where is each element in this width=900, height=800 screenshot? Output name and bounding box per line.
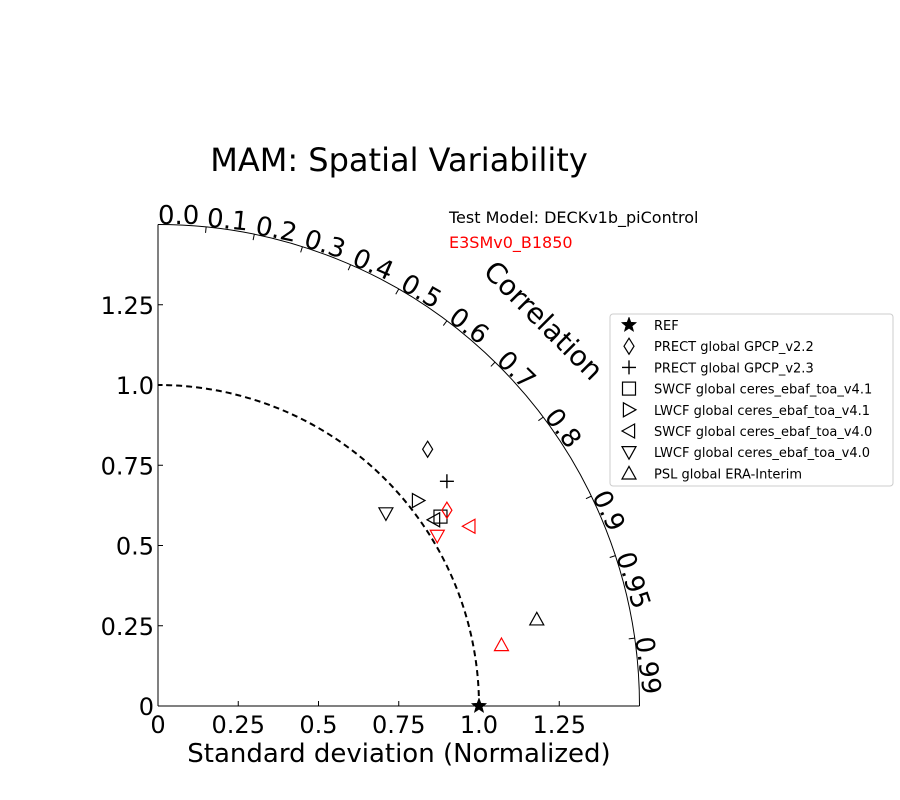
data-point-diamond xyxy=(441,501,453,520)
y-tick-label: 1.0 xyxy=(116,372,154,400)
legend-label: LWCF global ceres_ebaf_toa_v4.1 xyxy=(654,404,870,419)
data-point-triangle-right xyxy=(411,492,427,509)
legend-marker-triangle-left xyxy=(620,422,636,440)
correlation-ticks: 0.0 0.1 0.2 0.3 0.40.50.60.7 0.8 0.9 0.95 0.99 xyxy=(157,201,666,697)
data-point-plus xyxy=(439,474,454,489)
correlation-tick-label: 0.8 xyxy=(538,403,587,454)
y-tick-label: 0.75 xyxy=(101,452,154,480)
legend-marker-star xyxy=(620,316,638,333)
x-tick-label: 1.25 xyxy=(533,711,586,739)
correlation-tick-mark xyxy=(347,264,352,271)
data-point-diamond xyxy=(421,440,434,459)
correlation-tick-mark xyxy=(205,226,207,233)
correlation-tick-label: 0.1 xyxy=(206,204,250,238)
x-tick-label: 0.75 xyxy=(372,711,425,739)
correlation-tick-mark xyxy=(300,246,303,253)
legend-label: REF xyxy=(654,319,679,334)
legend-label: PRECT global GPCP_v2.2 xyxy=(654,340,814,355)
correlation-tick-label: 0.95 xyxy=(609,548,656,612)
correlation-tick-mark xyxy=(252,234,255,241)
legend-marker-plus xyxy=(622,360,636,375)
data-point-square xyxy=(433,509,448,524)
x-tick-label: 0.5 xyxy=(299,711,337,739)
comparison-model-label: E3SMv0_B1850 xyxy=(449,233,573,253)
legend-marker-triangle-up xyxy=(620,465,638,480)
correlation-tick-label: 0.4 xyxy=(348,243,398,287)
correlation-tick-mark xyxy=(442,320,448,326)
data-points xyxy=(377,440,545,714)
legend-label: PRECT global GPCP_v2.3 xyxy=(654,361,814,376)
correlation-tick-label: 0.99 xyxy=(628,635,666,697)
correlation-tick-mark xyxy=(609,555,616,559)
legend: REF PRECT global GPCP_v2.2 PRECT global GP… xyxy=(609,313,894,487)
legend-label: SWCF global ceres_ebaf_toa_v4.1 xyxy=(654,383,872,398)
data-point-triangle-down xyxy=(429,529,446,545)
chart-title: MAM: Spatial Variability xyxy=(210,141,588,179)
legend-label: LWCF global ceres_ebaf_toa_v4.0 xyxy=(654,446,870,461)
legend-label: SWCF global ceres_ebaf_toa_v4.0 xyxy=(654,425,872,440)
correlation-tick-mark xyxy=(628,637,635,640)
data-point-triangle-up xyxy=(493,636,510,652)
correlation-tick-label: 0.2 xyxy=(253,211,300,249)
legend-box xyxy=(609,313,894,487)
legend-marker-triangle-right xyxy=(622,401,638,418)
correlation-tick-label: 0.7 xyxy=(491,345,542,395)
data-point-triangle-up xyxy=(528,611,545,626)
legend-marker-triangle-down xyxy=(620,446,638,461)
correlation-tick-label: 0.0 xyxy=(158,201,199,231)
data-point-triangle-left xyxy=(425,511,441,528)
y-tick-label: 0.5 xyxy=(116,533,154,561)
correlation-tick-label: 0.9 xyxy=(586,486,631,536)
correlation-tick-mark xyxy=(395,288,400,295)
correlation-tick-mark xyxy=(585,495,592,500)
data-point-triangle-left xyxy=(461,518,476,535)
correlation-tick-label: 0.3 xyxy=(301,224,349,265)
std-ticks: 00 0.25 0.25 0.5 0.5 0.75 0.75 1.0 1.0 1.25 1.25 xyxy=(101,292,586,739)
x-tick-label: 1.0 xyxy=(460,711,498,739)
y-tick-label: 1.25 xyxy=(101,292,154,320)
correlation-tick-mark xyxy=(538,416,544,422)
axes-frame xyxy=(157,224,640,707)
y-tick-label: 0.25 xyxy=(101,613,154,641)
outer-arc xyxy=(157,224,640,707)
legend-marker-diamond xyxy=(623,337,635,356)
legend-label: PSL global ERA-Interim xyxy=(654,467,802,482)
y-tick-label: 0 xyxy=(139,693,154,721)
legend-marker-square xyxy=(621,381,637,396)
correlation-tick-label: 0.5 xyxy=(396,269,447,316)
x-tick-label: 0.25 xyxy=(212,711,265,739)
correlation-tick-mark xyxy=(490,361,496,367)
test-model-label: Test Model: DECKv1b_piControl xyxy=(448,208,698,228)
reference-std-arc xyxy=(157,384,480,707)
correlation-tick-label: 0.6 xyxy=(443,302,494,351)
data-point-triangle-down xyxy=(377,507,394,522)
x-tick-label: 0 xyxy=(150,711,165,739)
reference-point xyxy=(470,697,488,714)
x-axis-label: Standard deviation (Normalized) xyxy=(187,739,610,769)
